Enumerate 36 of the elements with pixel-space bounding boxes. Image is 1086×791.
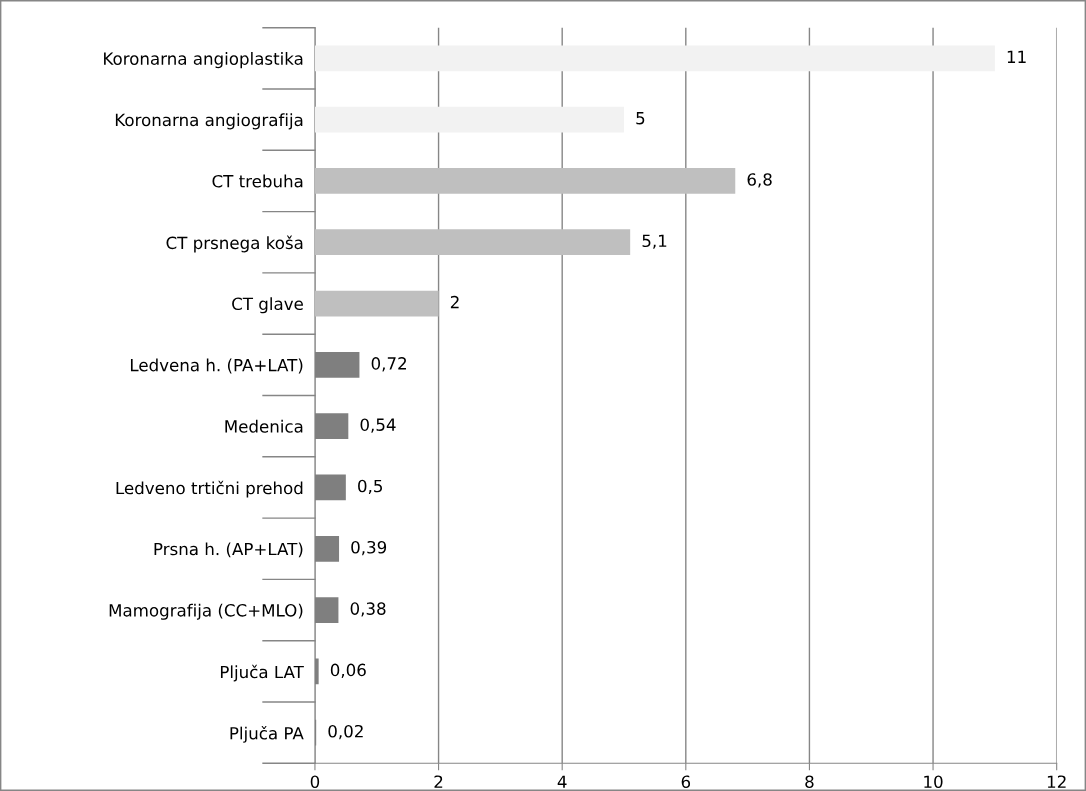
y-tick-label: Pljuča PA	[230, 726, 304, 743]
bar	[314, 168, 736, 194]
y-tick-label: Pljuča LAT	[220, 664, 304, 682]
x-tick-label: 0	[310, 775, 320, 789]
y-tick-label: Koronarna angioplastika	[104, 52, 303, 69]
data-label: 0,54	[360, 418, 396, 433]
y-tick-label: CT glave	[232, 297, 303, 314]
data-label: 0,06	[330, 663, 366, 678]
y-tick-label: Ledveno trtični prehod	[116, 480, 303, 498]
data-label: 2	[450, 295, 459, 309]
x-tick-label: 12	[1047, 775, 1066, 788]
data-label: 6,8	[747, 173, 772, 188]
data-label: 0,5	[358, 479, 383, 494]
x-tick-label: 6	[681, 775, 691, 789]
y-tick-label: Prsna h. (AP+LAT)	[154, 542, 303, 558]
data-label: 0,39	[351, 540, 387, 556]
y-tick-label: Koronarna angiografija	[115, 113, 303, 130]
y-tick-label: CT prsnega koša	[166, 235, 303, 253]
x-tick-label: 10	[924, 775, 943, 789]
bar	[314, 229, 631, 256]
data-label: 0,72	[371, 357, 406, 372]
data-label: 0,02	[328, 724, 363, 740]
y-tick-label: CT trebuha	[212, 174, 303, 188]
y-tick-label: Medenica	[225, 419, 303, 433]
data-label: 5	[636, 112, 645, 125]
bar	[314, 290, 439, 317]
x-tick-label: 2	[434, 775, 443, 788]
bar	[314, 106, 624, 133]
data-label: 0,38	[350, 602, 386, 617]
x-tick-label: 8	[805, 775, 814, 789]
y-tick-label: Mamografija (CC+MLO)	[109, 603, 303, 620]
bar	[314, 45, 995, 72]
y-tick-label: Ledvena h. (PA+LAT)	[130, 358, 303, 374]
data-label: 11	[1007, 50, 1026, 63]
x-tick-label: 4	[557, 775, 567, 788]
data-label: 5,1	[642, 234, 667, 249]
